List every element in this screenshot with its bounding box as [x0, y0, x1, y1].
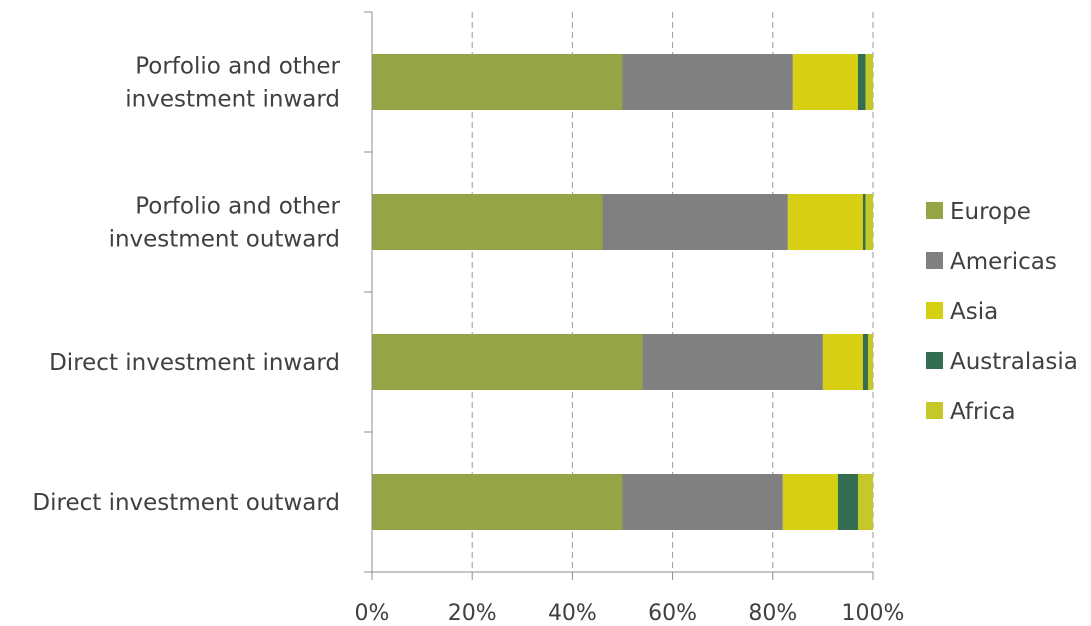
category-label: investment inward — [125, 87, 340, 113]
legend-swatch — [926, 352, 943, 369]
bar-segment-asia — [782, 474, 838, 530]
category-label: Porfolio and other — [135, 194, 340, 220]
category-label: Direct investment outward — [32, 490, 340, 516]
bar-segment-europe — [372, 194, 603, 250]
bar-segment-asia — [792, 54, 858, 110]
x-tick-label: 0% — [355, 601, 390, 626]
legend-swatch — [926, 302, 943, 319]
x-tick-label: 60% — [648, 601, 697, 626]
x-tick-label: 40% — [548, 601, 597, 626]
x-tick-labels: 0% 20% 40% 60% 80% 100% — [355, 601, 905, 626]
bar-segment-africa — [865, 54, 873, 110]
x-tick-label: 80% — [748, 601, 797, 626]
bar-segment-europe — [372, 334, 643, 390]
category-label: investment outward — [109, 227, 340, 253]
bar-segment-australasia — [837, 474, 858, 530]
bar-segment-americas — [602, 194, 788, 250]
bar-segment-africa — [867, 334, 873, 390]
bar-segment-americas — [622, 474, 783, 530]
bar-segment-europe — [372, 54, 623, 110]
x-tick-label: 20% — [448, 601, 497, 626]
bars — [372, 54, 873, 530]
bar-segment-australasia — [862, 194, 866, 250]
legend: Europe Americas Asia Australasia Africa — [926, 199, 1078, 425]
legend-label: Africa — [950, 399, 1016, 425]
bar-segment-asia — [787, 194, 863, 250]
bar-segment-australasia — [862, 334, 868, 390]
x-tick-label: 100% — [842, 601, 905, 626]
bar-segment-africa — [857, 474, 873, 530]
bar-segment-europe — [372, 474, 623, 530]
bar-segment-americas — [622, 54, 793, 110]
bar-segment-africa — [865, 194, 873, 250]
axes — [364, 11, 874, 580]
bar-segment-asia — [822, 334, 863, 390]
legend-swatch — [926, 252, 943, 269]
bar-segment-australasia — [857, 54, 866, 110]
legend-label: Europe — [950, 199, 1031, 225]
category-labels: Porfolio and other investment inward Porfo… — [32, 54, 340, 517]
legend-label: Australasia — [950, 349, 1078, 375]
legend-label: Americas — [950, 249, 1057, 275]
legend-swatch — [926, 402, 943, 419]
legend-label: Asia — [950, 299, 998, 325]
bar-segment-americas — [642, 334, 823, 390]
category-label: Porfolio and other — [135, 54, 340, 80]
legend-swatch — [926, 202, 943, 219]
category-label: Direct investment inward — [49, 350, 340, 376]
